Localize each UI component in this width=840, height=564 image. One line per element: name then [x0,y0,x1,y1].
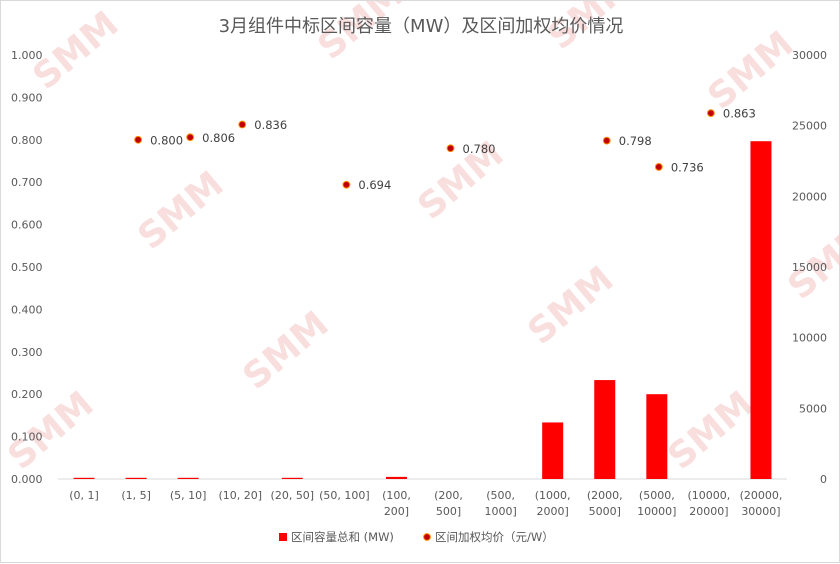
x-tick-label: (100, 200] [382,489,411,518]
capacity-bar [594,380,616,479]
left-tick-label: 0.400 [11,303,43,316]
x-tick-label: (20000, 30000] [740,489,783,518]
right-tick-label: 5000 [799,402,827,415]
left-tick-label: 0.100 [11,431,43,444]
left-tick-label: 0.800 [11,134,43,147]
price-point [238,120,247,129]
watermark-logo: SMM [700,24,801,118]
price-point [446,144,455,153]
capacity-bar [750,141,772,480]
watermark-logo: SMM [660,384,761,478]
legend: 区间容量总和 (MW) 区间加权均价（元/W） [279,530,554,544]
capacity-bar [646,394,668,479]
capacity-bar [542,422,564,479]
x-tick-label: (5, 10] [170,489,207,502]
price-data-label: 0.694 [358,178,391,192]
bar-series [73,141,772,480]
left-tick-label: 0.200 [11,388,43,401]
x-tick-label: (500, 1000] [484,489,516,518]
left-tick-label: 0.000 [11,473,43,486]
left-axis: 0.000 0.100 0.200 0.300 0.400 0.500 0.600 0.700… [11,49,43,486]
legend-point-label: 区间加权均价（元/W） [435,530,554,544]
price-point [186,133,195,142]
watermark-logo: SMM [235,304,336,398]
left-tick-label: 0.500 [11,261,43,274]
x-tick-label: (5000, 10000] [637,489,676,518]
x-tick-label: (10, 20] [218,489,262,502]
price-series: 0.800 0.806 0.836 0.694 0.780 0.798 0.736 0.863 [134,107,756,192]
price-data-label: 0.780 [463,142,496,156]
x-tick-label: (50, 100] [319,489,370,502]
price-data-label: 0.798 [619,134,652,148]
x-tick-label: (1000, 2000] [535,489,571,518]
capacity-bar [73,477,95,479]
right-tick-label: 15000 [792,261,827,274]
capacity-bar [177,477,199,479]
right-axis: 0 5000 10000 15000 20000 25000 30000 [792,49,827,486]
watermark-logo: SMM [520,259,621,353]
chart-title: 3月组件中标区间容量（MW）及区间加权均价情况 [219,16,624,37]
left-tick-label: 0.900 [11,91,43,104]
capacity-bar [385,476,407,479]
price-point [134,135,143,144]
x-tick-label: (10000, 20000] [688,489,731,518]
right-tick-label: 0 [820,473,827,486]
price-data-label: 0.800 [150,133,183,147]
right-tick-label: 20000 [792,190,827,203]
price-data-label: 0.836 [254,118,287,132]
x-tick-label: (1, 5] [121,489,151,502]
legend-bar-label: 区间容量总和 (MW) [291,530,394,544]
price-point [602,136,611,145]
capacity-bar [125,477,147,479]
capacity-bar [281,477,303,479]
price-data-label: 0.736 [671,160,704,174]
price-point [706,109,715,117]
left-tick-label: 0.700 [11,176,43,189]
price-data-label: 0.863 [723,107,756,121]
watermark-logo: SMM [410,134,511,228]
x-tick-label: (0, 1] [69,489,99,502]
right-tick-label: 25000 [792,120,827,133]
price-point [654,163,663,171]
right-tick-label: 10000 [792,332,827,345]
legend-point-swatch [423,533,431,541]
x-axis: (0, 1] (1, 5] (5, 10] (10, 20] (20, 50] (50, … [69,489,782,518]
price-point [342,180,351,189]
x-tick-label: (20, 50] [271,489,315,502]
left-tick-label: 0.600 [11,219,43,232]
left-tick-label: 0.300 [11,346,43,359]
watermark-logo: SMM [130,164,231,258]
x-tick-label: (200, 500] [434,489,463,518]
x-tick-label: (2000, 5000] [587,489,623,518]
legend-bar-swatch [279,533,287,541]
price-data-label: 0.806 [202,131,235,145]
right-tick-label: 30000 [792,49,827,62]
left-tick-label: 1.000 [11,49,43,62]
